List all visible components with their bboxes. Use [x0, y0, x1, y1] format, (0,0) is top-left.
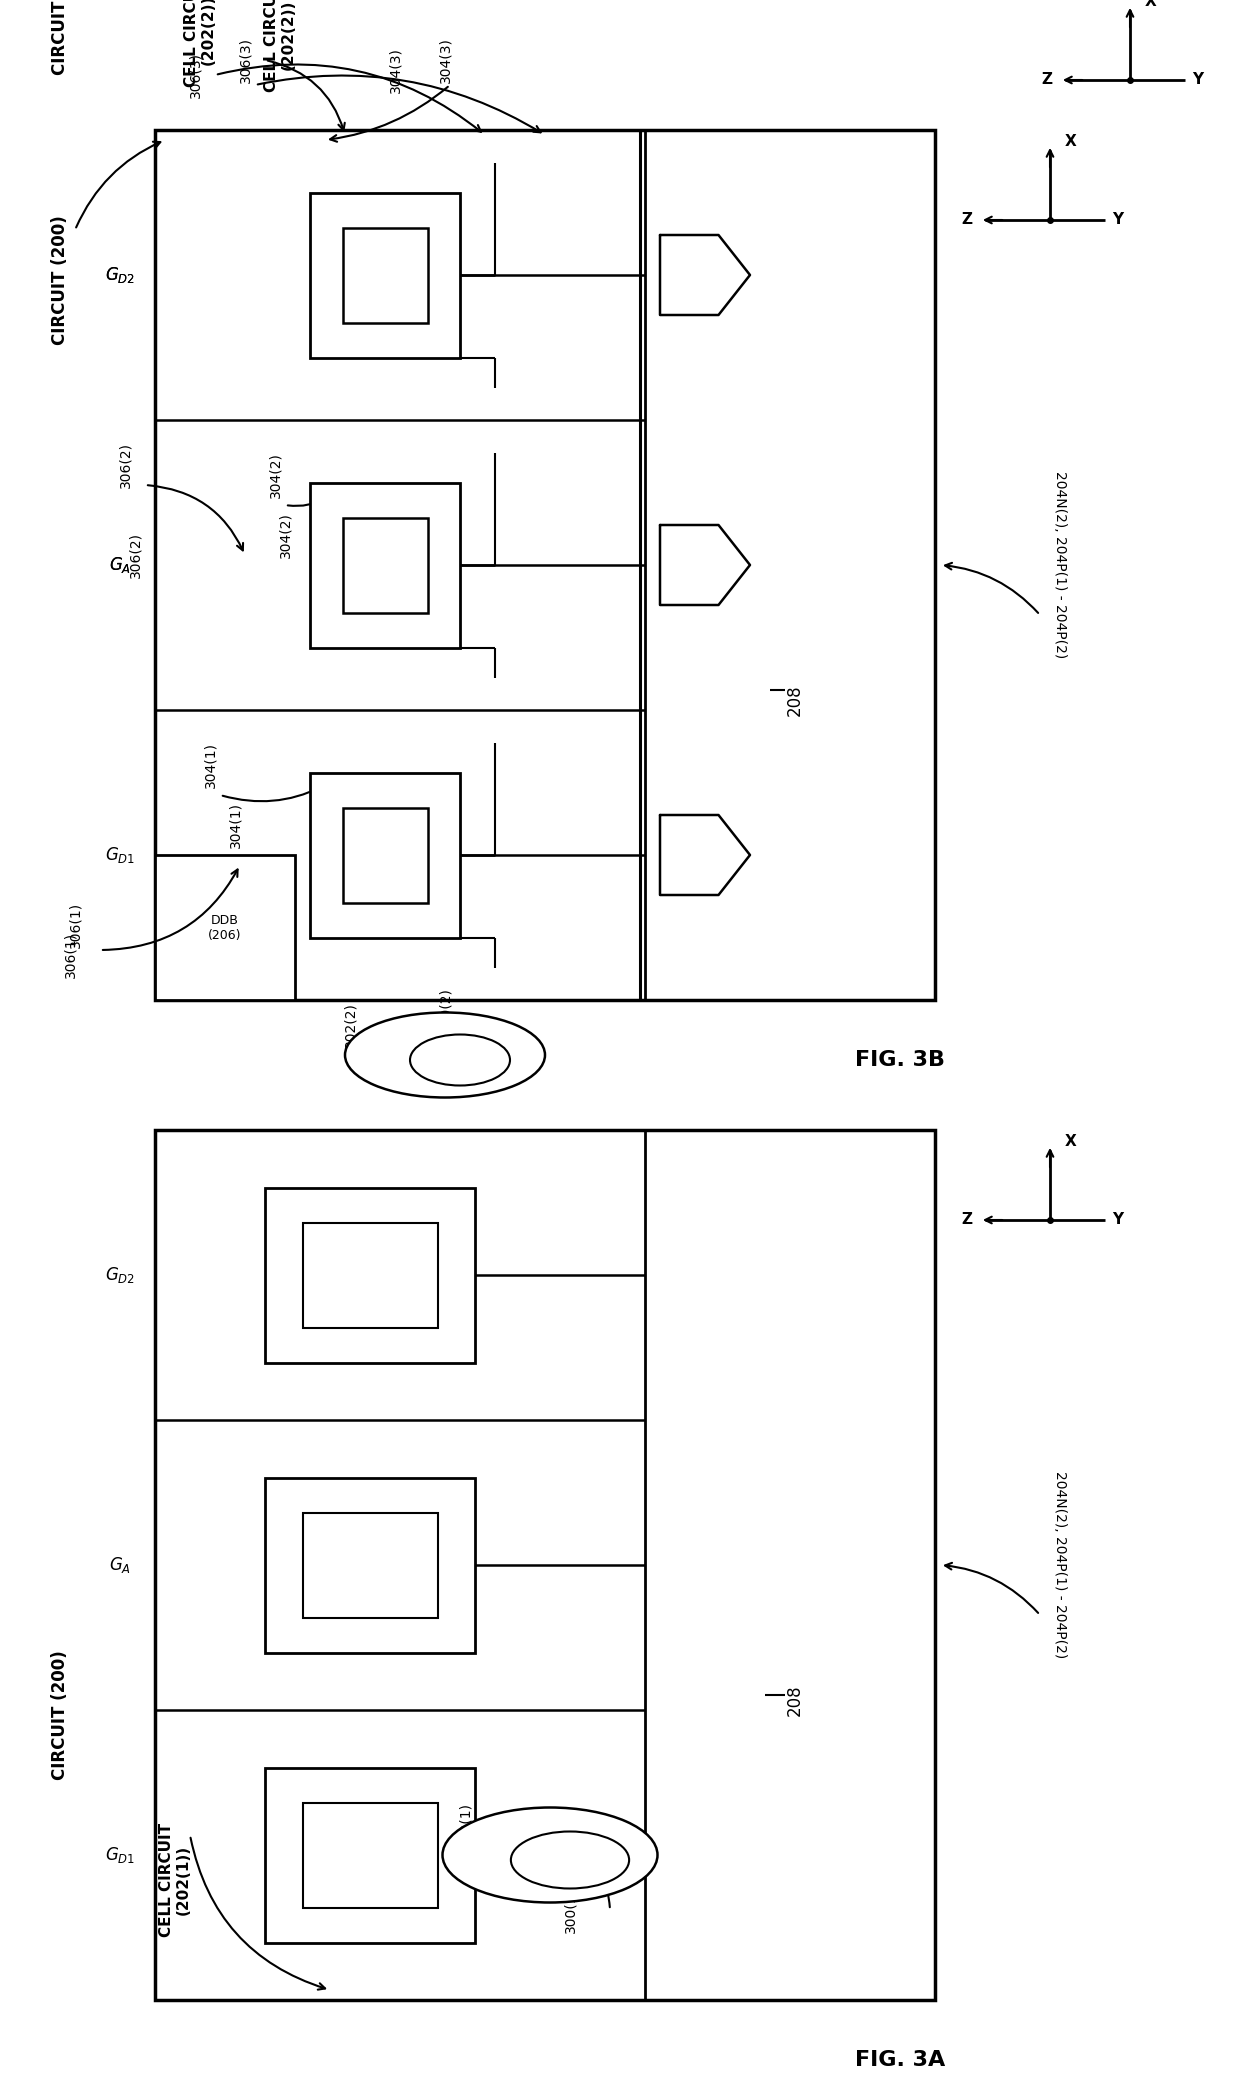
Text: 304(1): 304(1): [228, 802, 242, 848]
Text: 208: 208: [786, 685, 804, 716]
Text: 306(2): 306(2): [128, 531, 143, 578]
Text: 304(2): 304(2): [278, 512, 291, 559]
Text: 300(2): 300(2): [438, 987, 453, 1033]
Bar: [265, 1478, 475, 1653]
Text: X: X: [1065, 134, 1076, 149]
Bar: [155, 1130, 935, 1999]
Text: 300(1): 300(1): [563, 1888, 577, 1932]
Bar: [155, 855, 295, 1000]
Text: CIRCUIT (200): CIRCUIT (200): [51, 214, 69, 344]
Text: 204N(2), 204P(1) - 204P(2): 204N(2), 204P(1) - 204P(2): [1053, 470, 1066, 659]
Polygon shape: [660, 235, 750, 315]
Bar: [342, 227, 428, 323]
Polygon shape: [660, 815, 750, 895]
Text: 208: 208: [786, 1684, 804, 1716]
Text: CELL CIRCUIT
(202(1)): CELL CIRCUIT (202(1)): [159, 1823, 191, 1936]
Text: 302(2): 302(2): [343, 1002, 357, 1048]
Text: DDB
(206): DDB (206): [208, 914, 242, 941]
Bar: [155, 130, 935, 1000]
Text: Z: Z: [961, 212, 972, 227]
Ellipse shape: [410, 1035, 510, 1086]
Text: X: X: [1065, 1134, 1076, 1149]
Bar: [310, 773, 460, 937]
Text: $G_A$: $G_A$: [109, 554, 131, 575]
Text: 204N(2), 204P(1) - 204P(2): 204N(2), 204P(1) - 204P(2): [1053, 1472, 1066, 1659]
Text: Z: Z: [961, 1212, 972, 1228]
Text: $G_A$: $G_A$: [109, 1554, 131, 1575]
Bar: [265, 1186, 475, 1363]
Bar: [310, 483, 460, 647]
Text: 306(3): 306(3): [188, 52, 202, 99]
Bar: [310, 193, 460, 357]
Text: Y: Y: [1192, 74, 1203, 88]
Bar: [342, 808, 428, 903]
Text: $G_{D2}$: $G_{D2}$: [105, 265, 135, 286]
Text: 304(1): 304(1): [203, 741, 217, 788]
Ellipse shape: [511, 1831, 629, 1888]
Bar: [303, 1512, 438, 1617]
Text: 304(3): 304(3): [438, 38, 453, 82]
Text: 306(1): 306(1): [68, 901, 82, 947]
Bar: [265, 1768, 475, 1943]
Polygon shape: [660, 525, 750, 605]
Text: $G_A$: $G_A$: [109, 554, 131, 575]
Text: $G_{D1}$: $G_{D1}$: [105, 844, 135, 865]
Text: 306(3): 306(3): [238, 38, 252, 84]
Text: CELL CIRCUIT
(202(2)): CELL CIRCUIT (202(2)): [184, 0, 216, 86]
Text: 304(2): 304(2): [268, 452, 281, 498]
Ellipse shape: [345, 1012, 546, 1098]
Text: Y: Y: [1112, 1212, 1123, 1228]
Text: 304(3): 304(3): [388, 46, 402, 92]
Text: 302(1): 302(1): [458, 1802, 472, 1848]
Text: $G_{D1}$: $G_{D1}$: [105, 1846, 135, 1865]
Text: Z: Z: [1042, 74, 1052, 88]
Text: $G_{D2}$: $G_{D2}$: [105, 265, 135, 286]
Text: FIG. 3B: FIG. 3B: [856, 1050, 945, 1071]
Text: CIRCUIT (200): CIRCUIT (200): [51, 1651, 69, 1781]
Text: CIRCUIT (200): CIRCUIT (200): [51, 0, 69, 76]
Text: $G_{D2}$: $G_{D2}$: [105, 1264, 135, 1285]
Text: X: X: [1145, 0, 1157, 10]
Bar: [342, 517, 428, 613]
Text: CELL CIRCUIT
(202(2)): CELL CIRCUIT (202(2)): [264, 0, 296, 92]
Text: FIG. 3A: FIG. 3A: [854, 2050, 945, 2071]
Text: 306(1): 306(1): [63, 932, 77, 979]
Bar: [303, 1222, 438, 1327]
Bar: [303, 1802, 438, 1907]
Ellipse shape: [443, 1808, 657, 1903]
Text: 306(2): 306(2): [118, 441, 131, 487]
Text: Y: Y: [1112, 212, 1123, 227]
